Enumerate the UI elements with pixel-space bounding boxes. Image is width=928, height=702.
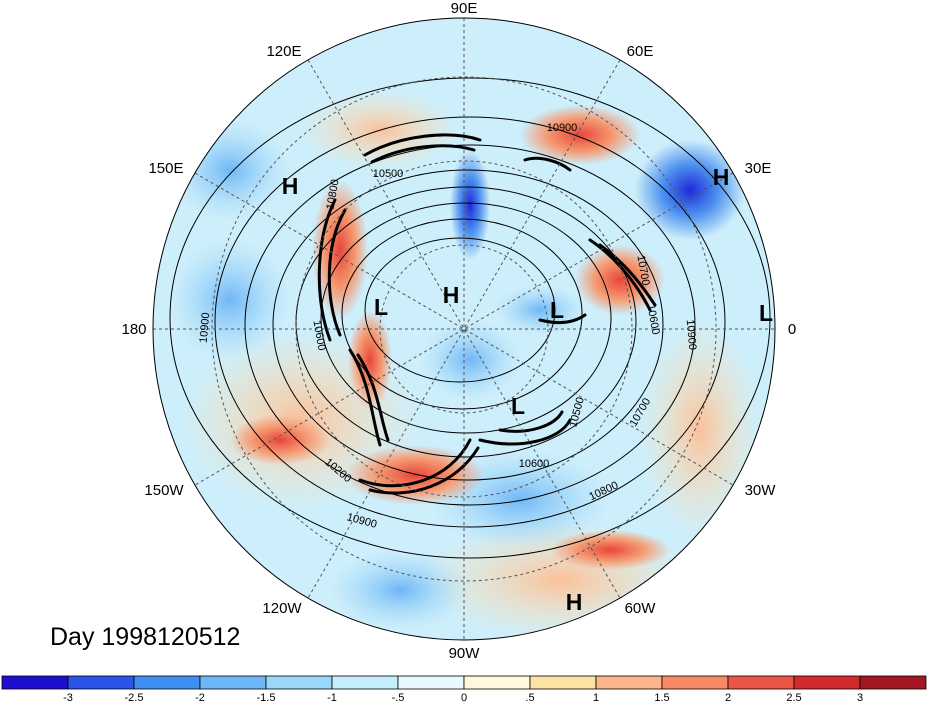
lon-label-60w: 60W [625, 600, 657, 617]
lon-label-150e: 150E [148, 160, 183, 177]
colorbar-swatch [529, 675, 597, 690]
colorbar-label: .5 [525, 692, 534, 702]
contour-label: 10900 [547, 122, 578, 134]
lon-label-90w: 90W [449, 645, 481, 662]
colorbar-swatch [859, 675, 927, 690]
lon-label-120e: 120E [266, 43, 301, 60]
colorbar-label: -1 [327, 692, 337, 702]
colorbar-label: -1.5 [257, 692, 276, 702]
high-marker: H [713, 164, 730, 190]
high-marker: H [443, 282, 460, 308]
colorbar-swatch [199, 675, 267, 690]
high-marker: H [566, 589, 583, 615]
colorbar-swatch [265, 675, 333, 690]
low-marker: L [550, 297, 564, 323]
lon-label-180: 180 [121, 321, 146, 338]
colorbar-swatch [595, 675, 663, 690]
longitude-labels: 90E 60E 30E 0 30W 60W 90W 120W 150W 180 … [121, 0, 796, 662]
pressure-centers: H H L H L H L L [282, 164, 773, 615]
jet-contours [317, 133, 657, 495]
colorbar-label: 0 [461, 692, 467, 702]
colorbar-swatch [727, 675, 795, 690]
contour-label: 10900 [684, 319, 699, 351]
contour-label: 10700 [634, 254, 651, 286]
colorbar-swatch [463, 675, 531, 690]
colorbar-label: 1 [593, 692, 599, 702]
map-boundary [152, 17, 776, 641]
colorbar-label: -.5 [392, 692, 405, 702]
lon-label-120w: 120W [262, 600, 302, 617]
lon-label-30e: 30E [745, 160, 772, 177]
colorbar-label: 2.5 [786, 692, 801, 702]
colorbar-swatch [331, 675, 399, 690]
colorbar: -3 -2.5 -2 -1.5 -1 -.5 0 .5 1 1.5 2 2.5 3 [1, 675, 927, 702]
colorbar-swatch [1, 675, 69, 690]
low-marker: L [511, 393, 525, 419]
colorbar-swatch [661, 675, 729, 690]
contour-label: 10600 [519, 458, 550, 470]
lon-label-60e: 60E [627, 43, 654, 60]
colorbar-swatch [397, 675, 465, 690]
lon-label-90e: 90E [451, 0, 478, 17]
colorbar-label: -2.5 [125, 692, 144, 702]
colorbar-label: -3 [63, 692, 73, 702]
contour-label: 10900 [198, 312, 213, 344]
day-label: Day 1998120512 [50, 623, 240, 651]
low-marker: L [374, 294, 388, 320]
contour-label: 10600 [644, 303, 661, 335]
colorbar-swatch [133, 675, 201, 690]
colorbar-swatch [793, 675, 861, 690]
contour-label: 10800 [324, 178, 341, 210]
low-marker: L [759, 300, 773, 326]
graticule [153, 18, 775, 640]
colorbar-label: 1.5 [654, 692, 669, 702]
contour-label: 10500 [373, 168, 404, 180]
lon-label-30w: 30W [745, 482, 777, 499]
colorbar-label: 3 [857, 692, 863, 702]
colorbar-swatch [67, 675, 135, 690]
contour-label: 10600 [310, 319, 327, 351]
lon-label-150w: 150W [144, 482, 184, 499]
lon-label-0: 0 [788, 321, 796, 338]
colorbar-label: -2 [195, 692, 205, 702]
high-marker: H [282, 173, 299, 199]
colorbar-label: 2 [725, 692, 731, 702]
